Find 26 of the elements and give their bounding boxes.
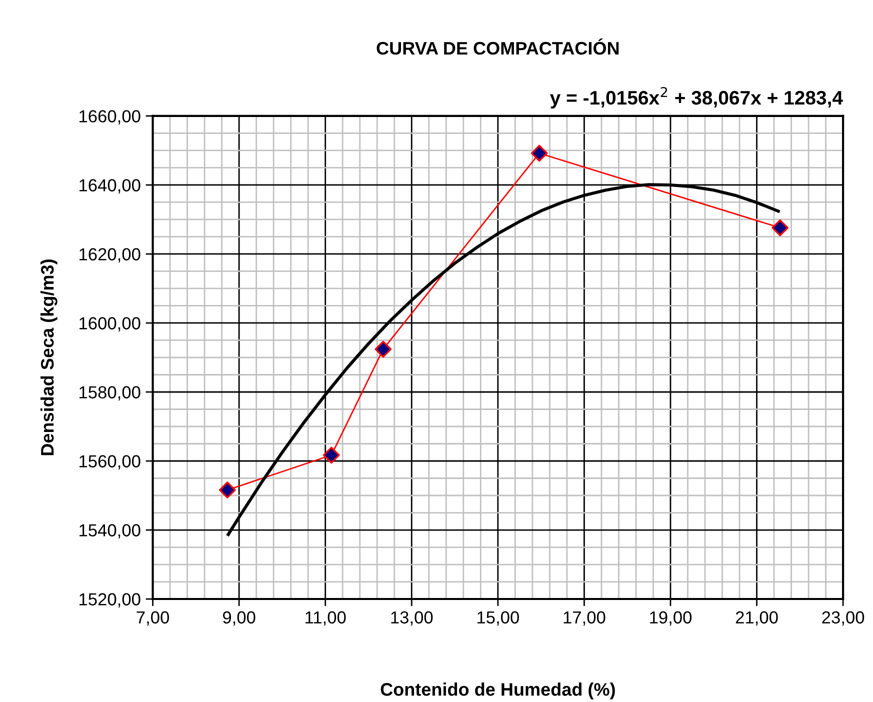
y-tick-label: 1600,00 bbox=[80, 317, 140, 332]
x-tick-label: 21,00 bbox=[736, 611, 778, 626]
y-tick-label: 1640,00 bbox=[80, 179, 140, 194]
point bbox=[218, 482, 236, 498]
y-tick-label: 1520,00 bbox=[80, 593, 140, 608]
x-tick-label: 19,00 bbox=[650, 611, 692, 626]
x-tick-label: 13,00 bbox=[391, 611, 433, 626]
x-tick-label: 9,00 bbox=[222, 611, 256, 626]
x-tick-label: 11,00 bbox=[306, 611, 346, 626]
y-tick-label: 1580,00 bbox=[80, 386, 140, 401]
y-tick-label: 1620,00 bbox=[80, 248, 140, 262]
y-tick-label: 1540,00 bbox=[80, 524, 140, 539]
point bbox=[322, 446, 340, 464]
text: y = -1,0156x$^{2}$ + 38,067x + 1283,4 bbox=[550, 86, 843, 109]
y-tick-label: 1660,00 bbox=[80, 110, 140, 124]
point bbox=[772, 219, 789, 236]
x-tick-label: 15,00 bbox=[478, 611, 519, 626]
x-tick-label: 7,00 bbox=[136, 611, 169, 626]
x-tick-label: 17,00 bbox=[564, 611, 606, 626]
y-axis-title: Densidad Seca (kg/m3) bbox=[40, 260, 58, 456]
x-axis-title: Contenido de Humedad (%) bbox=[380, 682, 615, 700]
point bbox=[374, 340, 392, 358]
x-tick-label: 23,00 bbox=[822, 611, 864, 626]
y-tick-label: 1560,00 bbox=[80, 455, 140, 470]
chart-title: CURVA DE COMPACTACIÓN bbox=[376, 38, 619, 55]
point bbox=[530, 144, 548, 162]
